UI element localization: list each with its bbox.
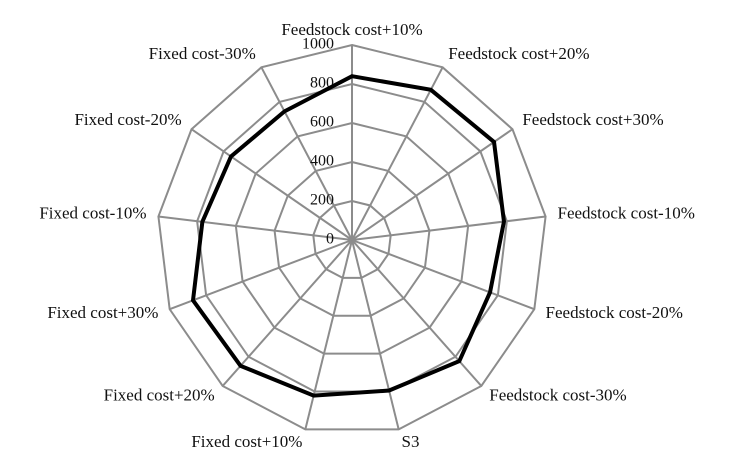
grid-ring	[273, 160, 431, 317]
category-label: Fixed cost+20%	[104, 385, 215, 404]
spoke	[351, 239, 535, 311]
category-label: Fixed cost+30%	[47, 303, 158, 322]
spoke	[351, 66, 444, 241]
tick-label: 600	[310, 114, 334, 131]
category-label: Feedstock cost+30%	[522, 110, 663, 129]
category-label: Feedstock cost-20%	[546, 303, 683, 322]
spoke	[260, 66, 353, 241]
category-label: Feedstock cost-30%	[489, 385, 626, 404]
series-line	[190, 74, 506, 398]
tick-label: 1000	[302, 36, 334, 53]
grid-ring	[157, 43, 547, 431]
spoke	[351, 128, 514, 241]
category-label: Fixed cost-10%	[39, 204, 146, 223]
category-label: Feedstock cost+10%	[281, 20, 422, 39]
category-label: S3	[402, 432, 420, 451]
tick-label: 400	[310, 153, 334, 170]
category-label: Feedstock cost+20%	[448, 44, 589, 63]
grid-ring	[234, 121, 470, 355]
spoke	[351, 239, 400, 430]
tick-label: 200	[310, 192, 334, 209]
category-label: Fixed cost+10%	[191, 432, 302, 451]
spoke	[190, 128, 353, 241]
spoke	[158, 215, 353, 241]
spoke	[351, 215, 546, 241]
tick-label: 0	[326, 231, 334, 248]
category-label: Fixed cost-30%	[149, 44, 256, 63]
spoke	[304, 239, 353, 430]
spoke	[351, 239, 483, 387]
spoke	[169, 239, 353, 311]
spoke	[221, 239, 353, 387]
category-label: Feedstock cost-10%	[557, 204, 694, 223]
grid-ring	[312, 199, 392, 279]
category-label: Fixed cost-20%	[74, 110, 181, 129]
